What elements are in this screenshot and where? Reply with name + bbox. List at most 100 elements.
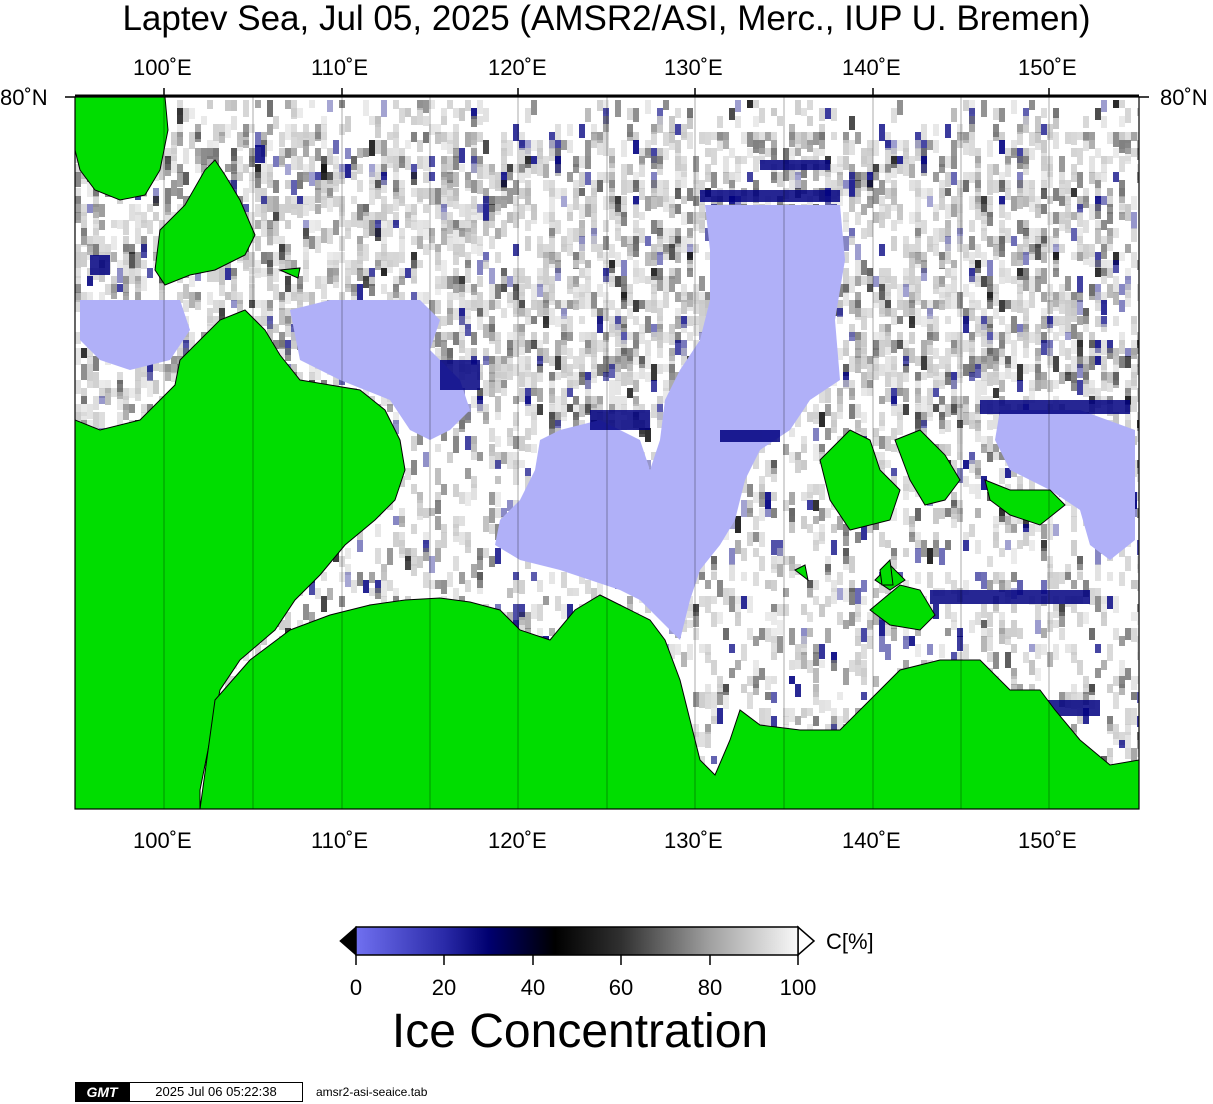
ice-pixel (1065, 300, 1071, 316)
ice-pixel (849, 356, 855, 372)
ice-pixel (447, 300, 453, 314)
ice-pixel (969, 340, 975, 352)
ice-pixel (453, 188, 459, 201)
ice-pixel (1005, 636, 1011, 645)
ice-pixel (315, 236, 321, 253)
ice-pixel (927, 412, 933, 421)
ice-pixel (159, 292, 165, 302)
ice-pixel (831, 420, 837, 433)
ice-pixel (561, 332, 567, 345)
ice-pixel (777, 604, 783, 616)
ice-pixel (471, 108, 477, 119)
ice-pixel (789, 452, 795, 463)
ice-pixel (579, 228, 585, 244)
ice-pixel (615, 380, 621, 395)
ice-pixel (825, 628, 831, 643)
ice-pixel (831, 652, 837, 663)
ice-pixel (261, 220, 267, 237)
ice-pixel (825, 164, 831, 177)
ice-pixel (129, 268, 135, 284)
ice-pixel (471, 348, 477, 363)
ice-pixel (603, 100, 609, 114)
ice-pixel (471, 116, 477, 127)
ice-pixel (537, 148, 543, 159)
ice-pixel (513, 164, 519, 173)
ice-pixel (483, 548, 489, 558)
ice-pixel (897, 412, 903, 420)
ice-pixel (963, 644, 969, 659)
ice-pixel (159, 164, 165, 180)
ice-pixel (837, 588, 843, 600)
ice-pixel (1011, 196, 1017, 211)
ice-pixel (837, 284, 843, 297)
ice-pixel (915, 372, 921, 381)
ice-pixel (1005, 364, 1011, 379)
ice-pixel (1029, 476, 1035, 490)
ice-pixel (411, 268, 417, 283)
ice-pixel (261, 204, 267, 213)
ice-pixel (831, 412, 837, 427)
ice-pixel (771, 492, 777, 501)
ice-pixel (501, 180, 507, 191)
ice-pixel (525, 556, 531, 569)
ice-pixel (729, 196, 735, 211)
ice-pixel (861, 340, 867, 354)
ice-pixel (843, 236, 849, 251)
ice-pixel (639, 188, 645, 200)
ice-pixel (711, 716, 717, 724)
ice-pixel (423, 132, 429, 143)
ice-pixel (549, 372, 555, 381)
ice-pixel (429, 580, 435, 589)
ice-pixel (681, 348, 687, 365)
ice-pixel (945, 420, 951, 432)
ice-pixel (693, 180, 699, 189)
ice-pixel (393, 220, 399, 228)
ice-pixel (999, 548, 1005, 557)
ice-pixel (435, 124, 441, 134)
ice-pixel (1035, 332, 1041, 345)
ice-pixel (927, 140, 933, 150)
ice-pixel (969, 300, 975, 310)
ice-pixel (951, 140, 957, 156)
ice-pixel (1011, 676, 1017, 685)
ice-pixel (957, 468, 963, 483)
ice-pixel (909, 636, 915, 646)
ice-pixel (1011, 276, 1017, 284)
ice-pixel (975, 196, 981, 209)
ice-pixel (1005, 468, 1011, 478)
ice-pixel (489, 284, 495, 300)
ice-pixel (315, 132, 321, 141)
ice-pixel (633, 316, 639, 325)
ice-pixel (207, 308, 213, 323)
ice-pixel (1005, 508, 1011, 525)
ice-pixel (927, 324, 933, 337)
ice-pixel (543, 332, 549, 344)
ice-pixel (591, 364, 597, 378)
ice-pixel (681, 156, 687, 171)
ice-pixel (285, 164, 291, 175)
ice-pixel (987, 164, 993, 180)
ice-pixel (285, 196, 291, 213)
ice-pixel (621, 180, 627, 195)
ice-pixel (873, 212, 879, 223)
ice-pixel (477, 100, 483, 114)
ice-pixel (549, 292, 555, 305)
ice-pixel (1077, 660, 1083, 675)
ice-pixel (93, 372, 99, 388)
ice-pixel (159, 364, 165, 372)
ice-pixel (999, 244, 1005, 257)
ice-pixel (1035, 268, 1041, 279)
ice-pixel (837, 300, 843, 315)
ice-pixel (429, 156, 435, 167)
ice-pixel (303, 244, 309, 252)
ice-pixel (879, 636, 885, 652)
lon-label-top-100: 100˚E (133, 55, 192, 80)
ice-pixel (1041, 644, 1047, 655)
ice-pixel (93, 204, 99, 218)
ice-pixel (477, 292, 483, 308)
ice-pixel (615, 100, 621, 117)
ice-pixel (945, 572, 951, 584)
ice-pixel (519, 436, 525, 451)
ice-pixel (1077, 236, 1083, 245)
ice-pixel (813, 404, 819, 419)
